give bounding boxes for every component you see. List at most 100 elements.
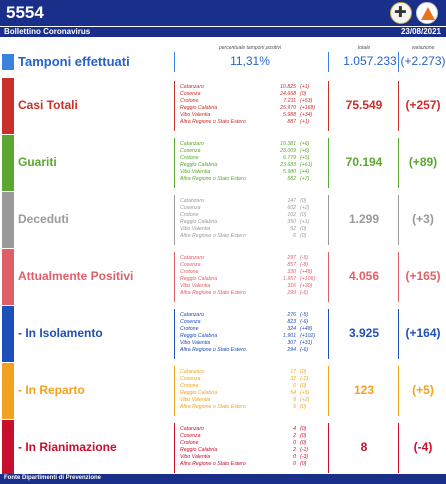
province-value: 6 xyxy=(293,233,296,239)
divider xyxy=(398,423,399,473)
province-value: 23.009 xyxy=(280,148,296,154)
row-change: (+165) xyxy=(405,269,441,283)
footer-bar: Fonte Dipartimenti di Prevenzione xyxy=(0,474,446,484)
province-line: Vibo Valentia 307 (+31) xyxy=(176,340,328,347)
province-name: Crotone xyxy=(180,212,199,218)
province-line: Reggio Calabria 2 (-1) xyxy=(176,447,328,454)
province-line: Crotone 6 (0) xyxy=(176,383,328,390)
province-name: Vibo Valentia xyxy=(180,397,211,403)
stat-row: Deceduti Catanzaro 147 (0) Cosenza 602 (+2) Cro… xyxy=(0,192,446,248)
province-delta: (+2) xyxy=(300,205,310,211)
divider xyxy=(398,81,399,131)
divider xyxy=(174,195,175,245)
province-name: Vibo Valentia xyxy=(180,112,211,118)
divider xyxy=(398,195,399,245)
row-change: (-4) xyxy=(413,440,433,454)
province-breakdown: Catanzaro 10.381 (+6) Cosenza 23.009 (+6) Crot… xyxy=(176,141,328,183)
province-name: Altra Regione o Stato Estero xyxy=(180,290,246,296)
province-value: 4 xyxy=(293,426,296,432)
province-line: Catanzaro 147 (0) xyxy=(176,198,328,205)
province-value: 0 xyxy=(293,454,296,460)
row-label: - In Reparto xyxy=(18,383,85,397)
province-delta: (0) xyxy=(300,383,307,389)
province-name: Cosenza xyxy=(180,319,201,325)
title-bar: 5554 ✚ xyxy=(0,0,446,26)
row-change: (+89) xyxy=(408,155,438,169)
province-line: Cosenza 23.009 (+6) xyxy=(176,148,328,155)
province-line: Crotone 7.211 (+53) xyxy=(176,98,328,105)
province-delta: (0) xyxy=(300,212,307,218)
province-line: Catanzaro 17 (0) xyxy=(176,369,328,376)
province-name: Vibo Valentia xyxy=(180,340,211,346)
divider xyxy=(328,52,329,72)
province-name: Crotone xyxy=(180,440,199,446)
province-value: 324 xyxy=(287,326,296,332)
province-delta: (-3) xyxy=(300,454,309,460)
province-delta: (+6) xyxy=(300,148,310,154)
province-delta: (+4) xyxy=(300,169,310,175)
province-delta: (+102) xyxy=(300,333,316,339)
row-color-block xyxy=(2,306,14,362)
province-line: Vibo Valentia 5.980 (+4) xyxy=(176,169,328,176)
divider xyxy=(174,423,175,473)
row-color-block xyxy=(2,420,14,476)
province-delta: (+6) xyxy=(300,141,310,147)
province-name: Crotone xyxy=(180,269,199,275)
province-line: Crotone 324 (+48) xyxy=(176,326,328,333)
province-delta: (+7) xyxy=(300,176,310,182)
province-value: 823 xyxy=(287,319,296,325)
row-total: 75.549 xyxy=(345,98,383,112)
province-line: Vibo Valentia 92 (0) xyxy=(176,226,328,233)
province-line: Reggio Calabria 1.957 (+106) xyxy=(176,276,328,283)
divider xyxy=(328,81,329,131)
row-color-block xyxy=(2,249,14,305)
province-name: Altra Regione o Stato Estero xyxy=(180,119,246,125)
stat-row: - In Rianimazione Catanzaro 4 (0) Cosenza 2 (0… xyxy=(0,420,446,476)
province-delta: (0) xyxy=(300,404,307,410)
divider xyxy=(174,52,175,72)
row-color-block xyxy=(2,78,14,134)
row-label: - In Rianimazione xyxy=(18,440,117,454)
province-name: Altra Regione o Stato Estero xyxy=(180,233,246,239)
province-line: Altra Regione o Stato Estero 887 (+1) xyxy=(176,119,328,126)
region-crest-icon: ✚ xyxy=(390,2,412,24)
divider xyxy=(328,366,329,416)
province-value: 25.970 xyxy=(280,105,296,111)
province-name: Vibo Valentia xyxy=(180,169,211,175)
province-value: 350 xyxy=(287,219,296,225)
row-total: 3.925 xyxy=(348,326,380,340)
province-name: Crotone xyxy=(180,383,199,389)
bulletin-number: 5554 xyxy=(6,3,44,22)
province-delta: (-5) xyxy=(300,255,309,261)
province-name: Catanzaro xyxy=(180,255,204,261)
province-line: Cosenza 24.668 (0) xyxy=(176,91,328,98)
province-line: Cosenza 2 (0) xyxy=(176,433,328,440)
province-delta: (+48) xyxy=(300,269,313,275)
province-value: 9 xyxy=(293,397,296,403)
province-value: 92 xyxy=(290,226,296,232)
province-line: Reggio Calabria 1.901 (+102) xyxy=(176,333,328,340)
province-breakdown: Catanzaro 147 (0) Cosenza 602 (+2) Crotone 102 (… xyxy=(176,198,328,240)
province-delta: (0) xyxy=(300,369,307,375)
province-breakdown: Catanzaro 10.825 (+1) Cosenza 24.668 (0) Croto… xyxy=(176,84,328,126)
column-header-total: totale xyxy=(357,45,371,51)
row-total: 1.299 xyxy=(348,212,380,226)
province-line: Catanzaro 10.381 (+6) xyxy=(176,141,328,148)
divider xyxy=(398,52,399,72)
province-breakdown: Catanzaro 276 (-5) Cosenza 823 (-6) Crotone 324… xyxy=(176,312,328,354)
province-delta: (+31) xyxy=(300,340,313,346)
province-breakdown: Catanzaro 297 (-5) Cosenza 857 (-8) Crotone 330… xyxy=(176,255,328,297)
province-value: 307 xyxy=(287,340,296,346)
province-delta: (-6) xyxy=(300,347,309,353)
province-value: 1.957 xyxy=(283,276,296,282)
stat-row: Attualmente Positivi Catanzaro 297 (-5) Cose… xyxy=(0,249,446,305)
province-value: 276 xyxy=(287,312,296,318)
province-delta: (+1) xyxy=(300,119,310,125)
province-value: 582 xyxy=(287,176,296,182)
province-delta: (0) xyxy=(300,461,307,467)
row-label: Attualmente Positivi xyxy=(18,269,134,283)
province-line: Altra Regione o Stato Estero 294 (-6) xyxy=(176,347,328,354)
province-value: 857 xyxy=(287,262,296,268)
province-value: 299 xyxy=(287,290,296,296)
province-value: 10.381 xyxy=(280,141,296,147)
